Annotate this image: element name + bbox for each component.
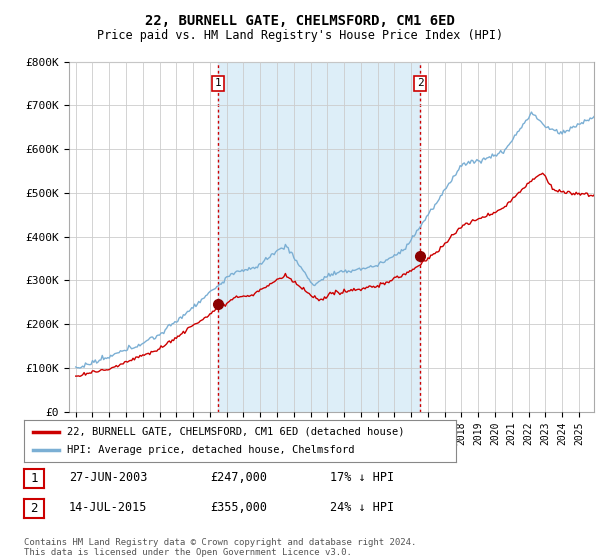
Text: 2: 2 (31, 502, 38, 515)
Text: £247,000: £247,000 (210, 471, 267, 484)
Text: 22, BURNELL GATE, CHELMSFORD, CM1 6ED (detached house): 22, BURNELL GATE, CHELMSFORD, CM1 6ED (d… (67, 427, 404, 437)
Text: £355,000: £355,000 (210, 501, 267, 515)
Text: 17% ↓ HPI: 17% ↓ HPI (330, 471, 394, 484)
Text: HPI: Average price, detached house, Chelmsford: HPI: Average price, detached house, Chel… (67, 445, 355, 455)
Text: 2: 2 (417, 78, 424, 88)
Text: 1: 1 (31, 472, 38, 485)
Text: 14-JUL-2015: 14-JUL-2015 (69, 501, 148, 515)
Bar (218, 62, 420, 412)
Text: 24% ↓ HPI: 24% ↓ HPI (330, 501, 394, 515)
Text: Price paid vs. HM Land Registry's House Price Index (HPI): Price paid vs. HM Land Registry's House … (97, 29, 503, 42)
Text: Contains HM Land Registry data © Crown copyright and database right 2024.
This d: Contains HM Land Registry data © Crown c… (24, 538, 416, 557)
Text: 1: 1 (215, 78, 221, 88)
Text: 22, BURNELL GATE, CHELMSFORD, CM1 6ED: 22, BURNELL GATE, CHELMSFORD, CM1 6ED (145, 14, 455, 28)
Text: 27-JUN-2003: 27-JUN-2003 (69, 471, 148, 484)
